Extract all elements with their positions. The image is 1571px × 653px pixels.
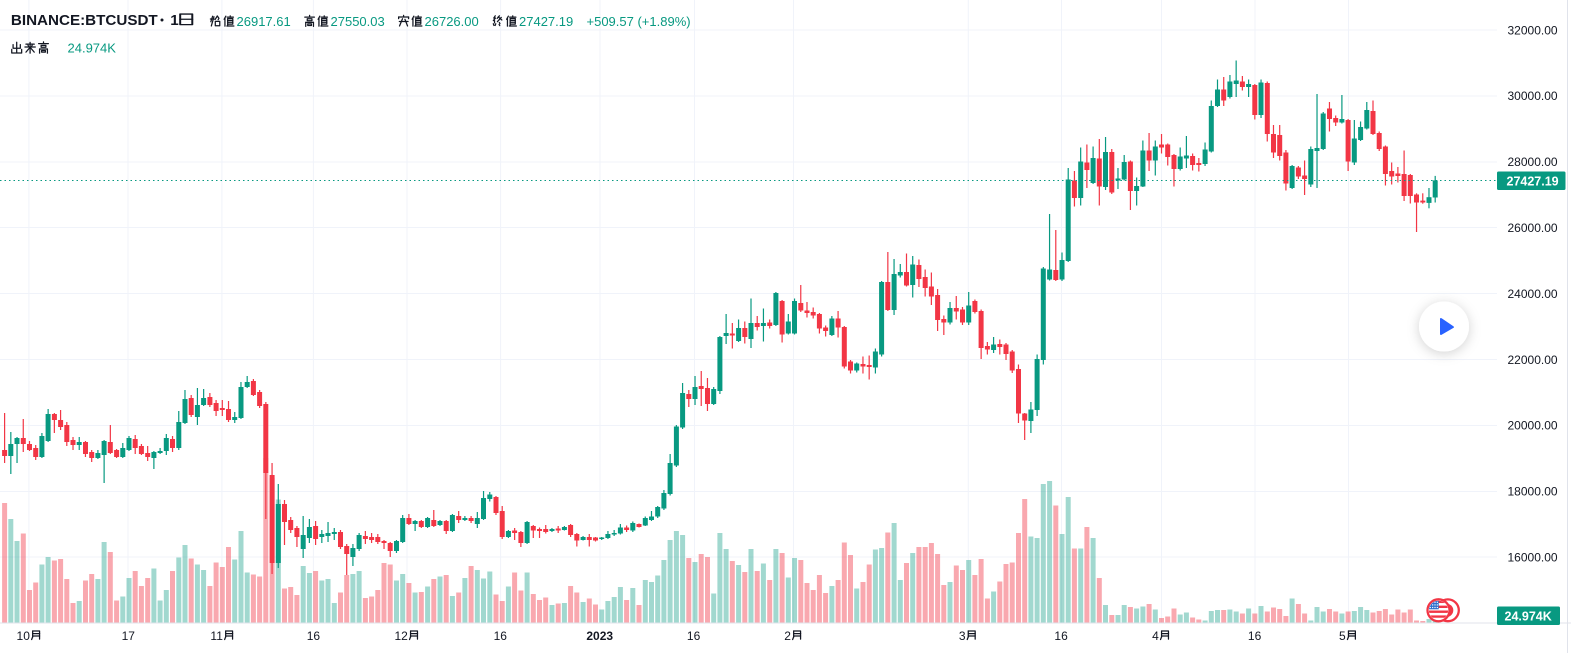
svg-text:28000.00: 28000.00: [1508, 155, 1558, 169]
svg-text:2: 2: [784, 629, 791, 643]
svg-text:16: 16: [307, 629, 321, 643]
svg-text:16: 16: [1248, 629, 1262, 643]
svg-text:22000.00: 22000.00: [1508, 353, 1558, 367]
svg-text:4: 4: [1152, 629, 1159, 643]
svg-text:16: 16: [494, 629, 508, 643]
svg-text:11: 11: [210, 629, 223, 643]
svg-text:1: 1: [170, 12, 179, 29]
svg-text:12: 12: [394, 629, 408, 643]
svg-text:10: 10: [17, 629, 31, 643]
svg-text:32000.00: 32000.00: [1508, 23, 1558, 37]
svg-text:27427.19: 27427.19: [1507, 174, 1559, 188]
svg-text:+509.57 (+1.89%): +509.57 (+1.89%): [587, 14, 691, 29]
svg-text:16000.00: 16000.00: [1508, 550, 1558, 564]
svg-text:26000.00: 26000.00: [1508, 221, 1558, 235]
svg-text:20000.00: 20000.00: [1508, 419, 1558, 433]
svg-text:24000.00: 24000.00: [1508, 287, 1558, 301]
svg-text:17: 17: [122, 629, 136, 643]
svg-text:5: 5: [1339, 629, 1346, 643]
svg-text:30000.00: 30000.00: [1508, 89, 1558, 103]
svg-text:BINANCE:BTCUSDT: BINANCE:BTCUSDT: [11, 12, 159, 29]
svg-text:3: 3: [959, 629, 966, 643]
svg-text:18000.00: 18000.00: [1508, 485, 1558, 499]
svg-text:16: 16: [687, 629, 701, 643]
svg-text:26726.00: 26726.00: [425, 14, 479, 29]
svg-text:24.974K: 24.974K: [68, 41, 117, 56]
svg-text:27550.03: 27550.03: [331, 14, 385, 29]
svg-text:27427.19: 27427.19: [519, 14, 573, 29]
svg-text:26917.61: 26917.61: [237, 14, 291, 29]
svg-text:2023: 2023: [586, 629, 613, 643]
svg-text:24.974K: 24.974K: [1505, 609, 1552, 623]
svg-text:16: 16: [1054, 629, 1068, 643]
